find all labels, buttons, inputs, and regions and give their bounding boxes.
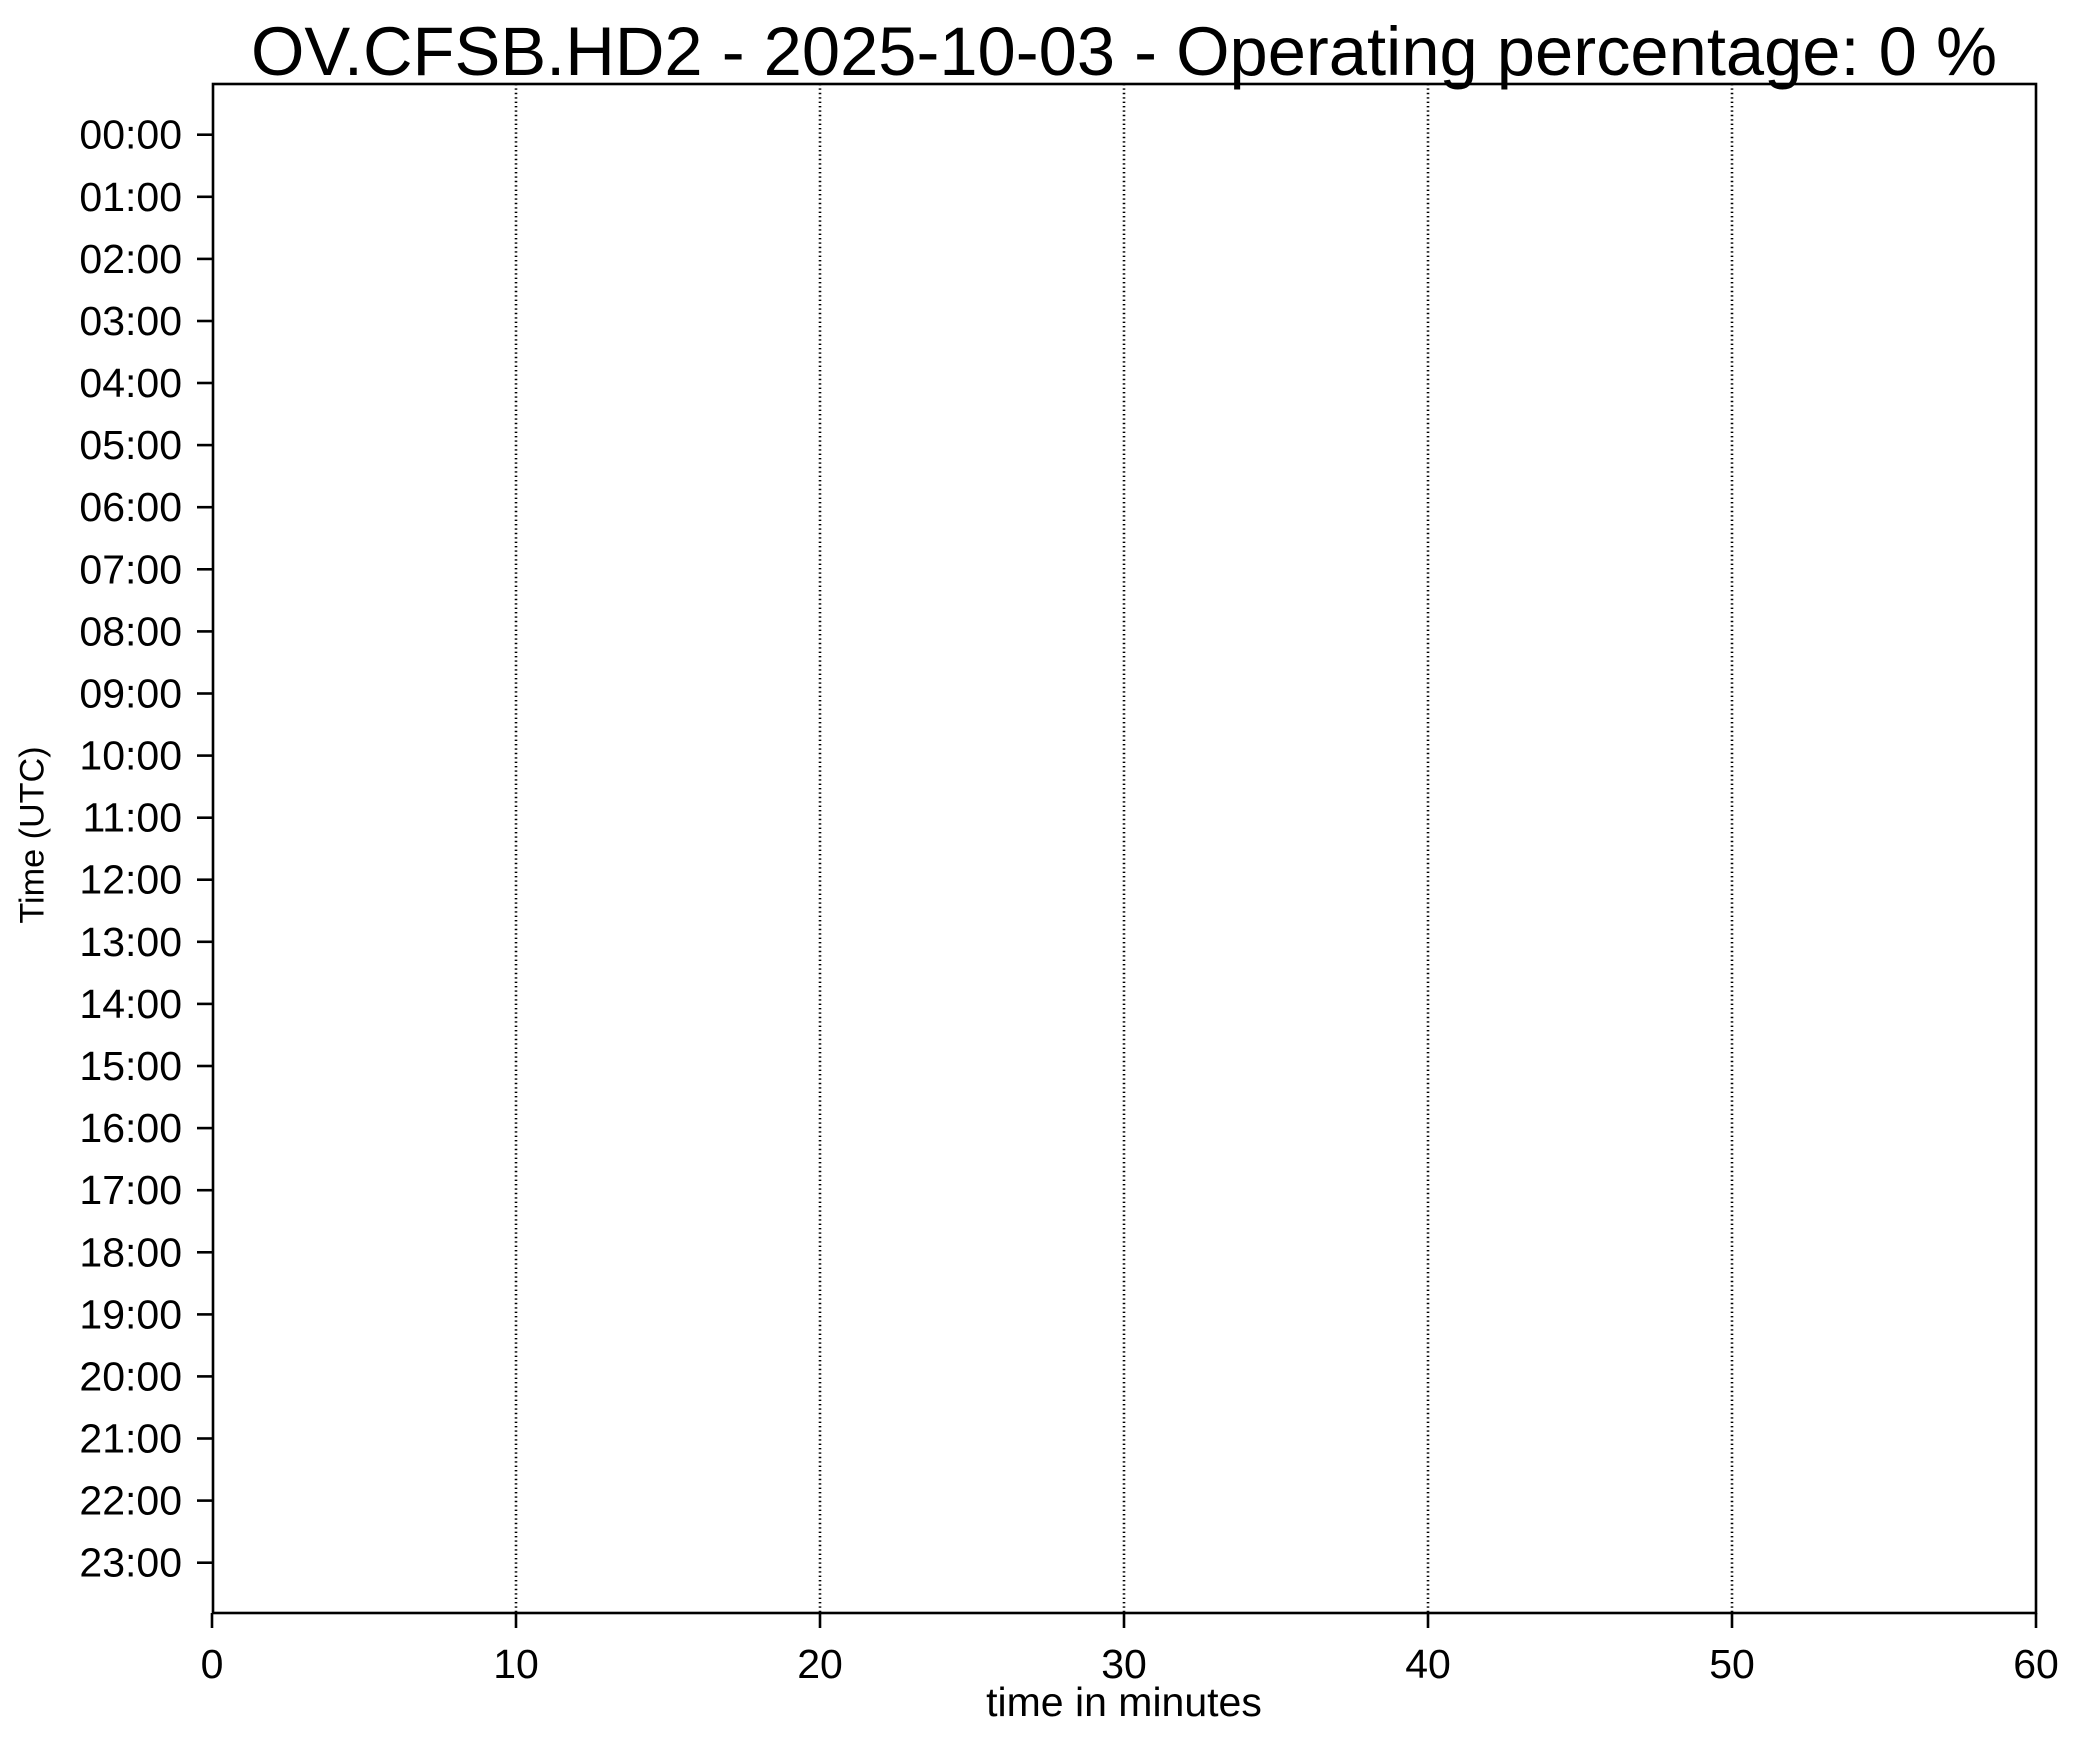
svg-text:03:00: 03:00	[79, 298, 182, 344]
svg-text:14:00: 14:00	[79, 981, 182, 1027]
svg-text:Time (UTC): Time (UTC)	[14, 746, 52, 923]
svg-text:20: 20	[797, 1641, 843, 1687]
svg-text:0: 0	[201, 1641, 224, 1687]
svg-text:20:00: 20:00	[79, 1353, 182, 1399]
svg-text:19:00: 19:00	[79, 1291, 182, 1337]
svg-text:11:00: 11:00	[82, 795, 182, 841]
svg-text:08:00: 08:00	[79, 608, 182, 654]
svg-text:22:00: 22:00	[79, 1478, 182, 1524]
svg-text:01:00: 01:00	[79, 174, 182, 220]
svg-text:21:00: 21:00	[79, 1416, 182, 1462]
svg-text:04:00: 04:00	[79, 360, 182, 406]
svg-text:13:00: 13:00	[79, 919, 182, 965]
svg-text:15:00: 15:00	[79, 1043, 182, 1089]
svg-text:09:00: 09:00	[79, 671, 182, 717]
svg-text:07:00: 07:00	[79, 546, 182, 592]
svg-text:18:00: 18:00	[79, 1229, 182, 1275]
svg-text:00:00: 00:00	[79, 112, 182, 158]
svg-text:60: 60	[2013, 1641, 2059, 1687]
svg-text:10: 10	[493, 1641, 539, 1687]
svg-text:10:00: 10:00	[79, 733, 182, 779]
svg-text:16:00: 16:00	[79, 1105, 182, 1151]
svg-text:06:00: 06:00	[79, 484, 182, 530]
svg-text:17:00: 17:00	[79, 1167, 182, 1213]
svg-text:23:00: 23:00	[79, 1540, 182, 1586]
svg-text:OV.CFSB.HD2 - 2025-10-03 - Ope: OV.CFSB.HD2 - 2025-10-03 - Operating per…	[251, 13, 1997, 90]
svg-text:05:00: 05:00	[79, 422, 182, 468]
svg-text:02:00: 02:00	[79, 236, 182, 282]
svg-text:40: 40	[1405, 1641, 1451, 1687]
svg-text:50: 50	[1709, 1641, 1755, 1687]
svg-text:time in minutes: time in minutes	[986, 1679, 1262, 1725]
svg-text:12:00: 12:00	[79, 857, 182, 903]
